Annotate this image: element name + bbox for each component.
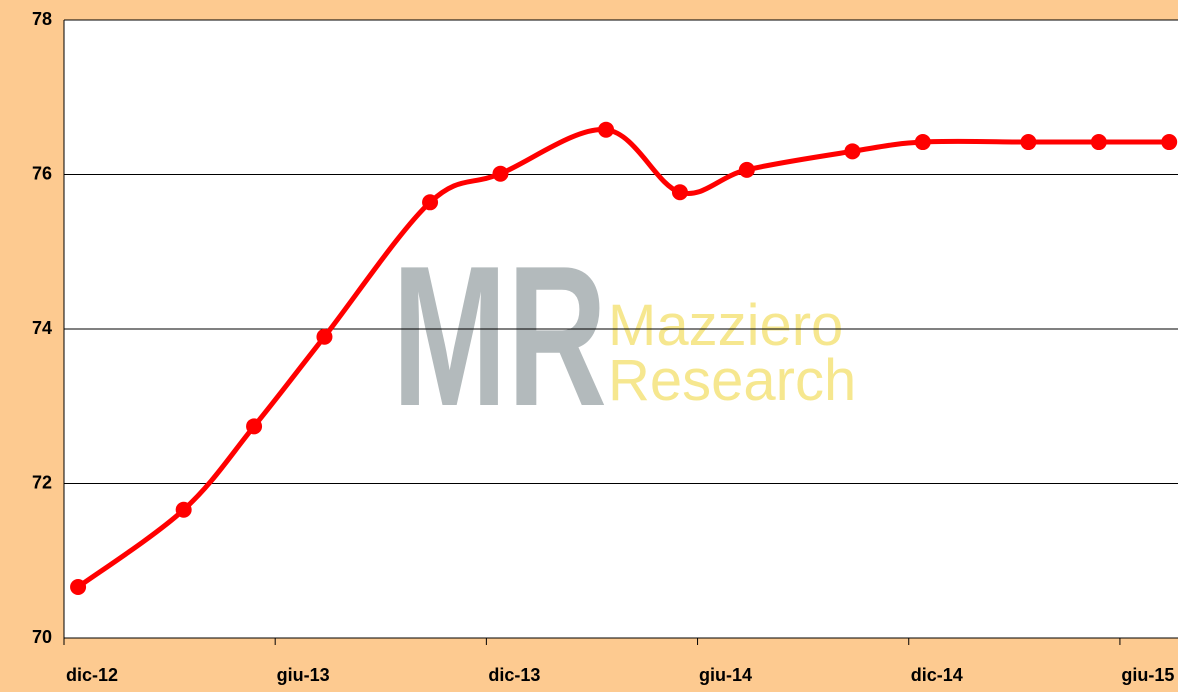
marker bbox=[1020, 134, 1037, 151]
marker bbox=[671, 184, 688, 201]
x-tick-label: dic-14 bbox=[911, 665, 963, 685]
y-tick-label: 70 bbox=[32, 627, 52, 647]
y-tick-label: 72 bbox=[32, 472, 52, 492]
marker bbox=[738, 161, 755, 178]
marker bbox=[914, 134, 931, 151]
y-tick-label: 78 bbox=[32, 9, 52, 29]
marker bbox=[422, 194, 439, 211]
watermark: MR Mazziero Research bbox=[392, 225, 856, 448]
x-tick-label: giu-14 bbox=[699, 665, 752, 685]
y-tick-label: 76 bbox=[32, 163, 52, 183]
watermark-text: Research bbox=[608, 348, 856, 413]
marker bbox=[246, 418, 263, 435]
marker bbox=[492, 165, 509, 182]
x-tick-label: dic-12 bbox=[66, 665, 118, 685]
marker bbox=[844, 143, 861, 160]
marker bbox=[316, 328, 333, 345]
watermark-text: Mazziero bbox=[608, 293, 843, 358]
x-tick-label: giu-13 bbox=[277, 665, 330, 685]
x-tick-label: dic-13 bbox=[488, 665, 540, 685]
marker bbox=[1090, 134, 1107, 151]
marker bbox=[70, 579, 87, 596]
marker bbox=[598, 121, 615, 138]
marker bbox=[175, 501, 192, 518]
x-tick-label: giu-15 bbox=[1121, 665, 1174, 685]
watermark-logo: MR bbox=[392, 225, 607, 448]
marker bbox=[1161, 134, 1178, 151]
y-tick-label: 74 bbox=[32, 318, 52, 338]
